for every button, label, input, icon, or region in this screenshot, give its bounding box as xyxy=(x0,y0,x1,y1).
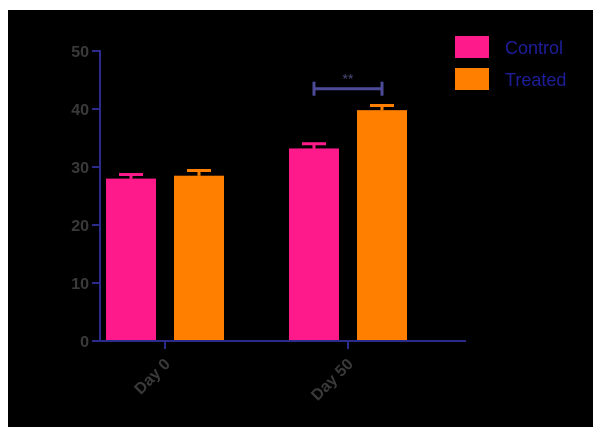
bar-treated-day-0 xyxy=(174,175,224,341)
legend-swatch-control xyxy=(455,36,489,58)
significance-label: ** xyxy=(343,71,354,87)
legend-label-treated: Treated xyxy=(505,70,566,90)
y-tick-label: 0 xyxy=(80,334,89,351)
y-tick-label: 40 xyxy=(71,102,89,119)
y-tick-label: 50 xyxy=(71,44,89,61)
bar-control-day-0 xyxy=(106,178,156,341)
bar-treated-day-50 xyxy=(357,110,407,341)
legend-label-control: Control xyxy=(505,38,563,58)
legend-swatch-treated xyxy=(455,68,489,90)
plot-area: 0 10 20 30 40 50 Day 0 Day 50 ** Control Treated xyxy=(71,36,566,404)
y-tick-label: 10 xyxy=(71,276,89,293)
y-tick-label: 20 xyxy=(71,218,89,235)
bar-chart: 0 10 20 30 40 50 Day 0 Day 50 ** Control Treated xyxy=(71,36,566,404)
bar-control-day-50 xyxy=(289,148,339,341)
chart-frame: 0 10 20 30 40 50 Day 0 Day 50 ** Control Treated xyxy=(8,10,593,427)
y-tick-label: 30 xyxy=(71,160,89,177)
x-tick-label: Day 0 xyxy=(132,356,174,398)
x-tick-label: Day 50 xyxy=(308,356,357,405)
